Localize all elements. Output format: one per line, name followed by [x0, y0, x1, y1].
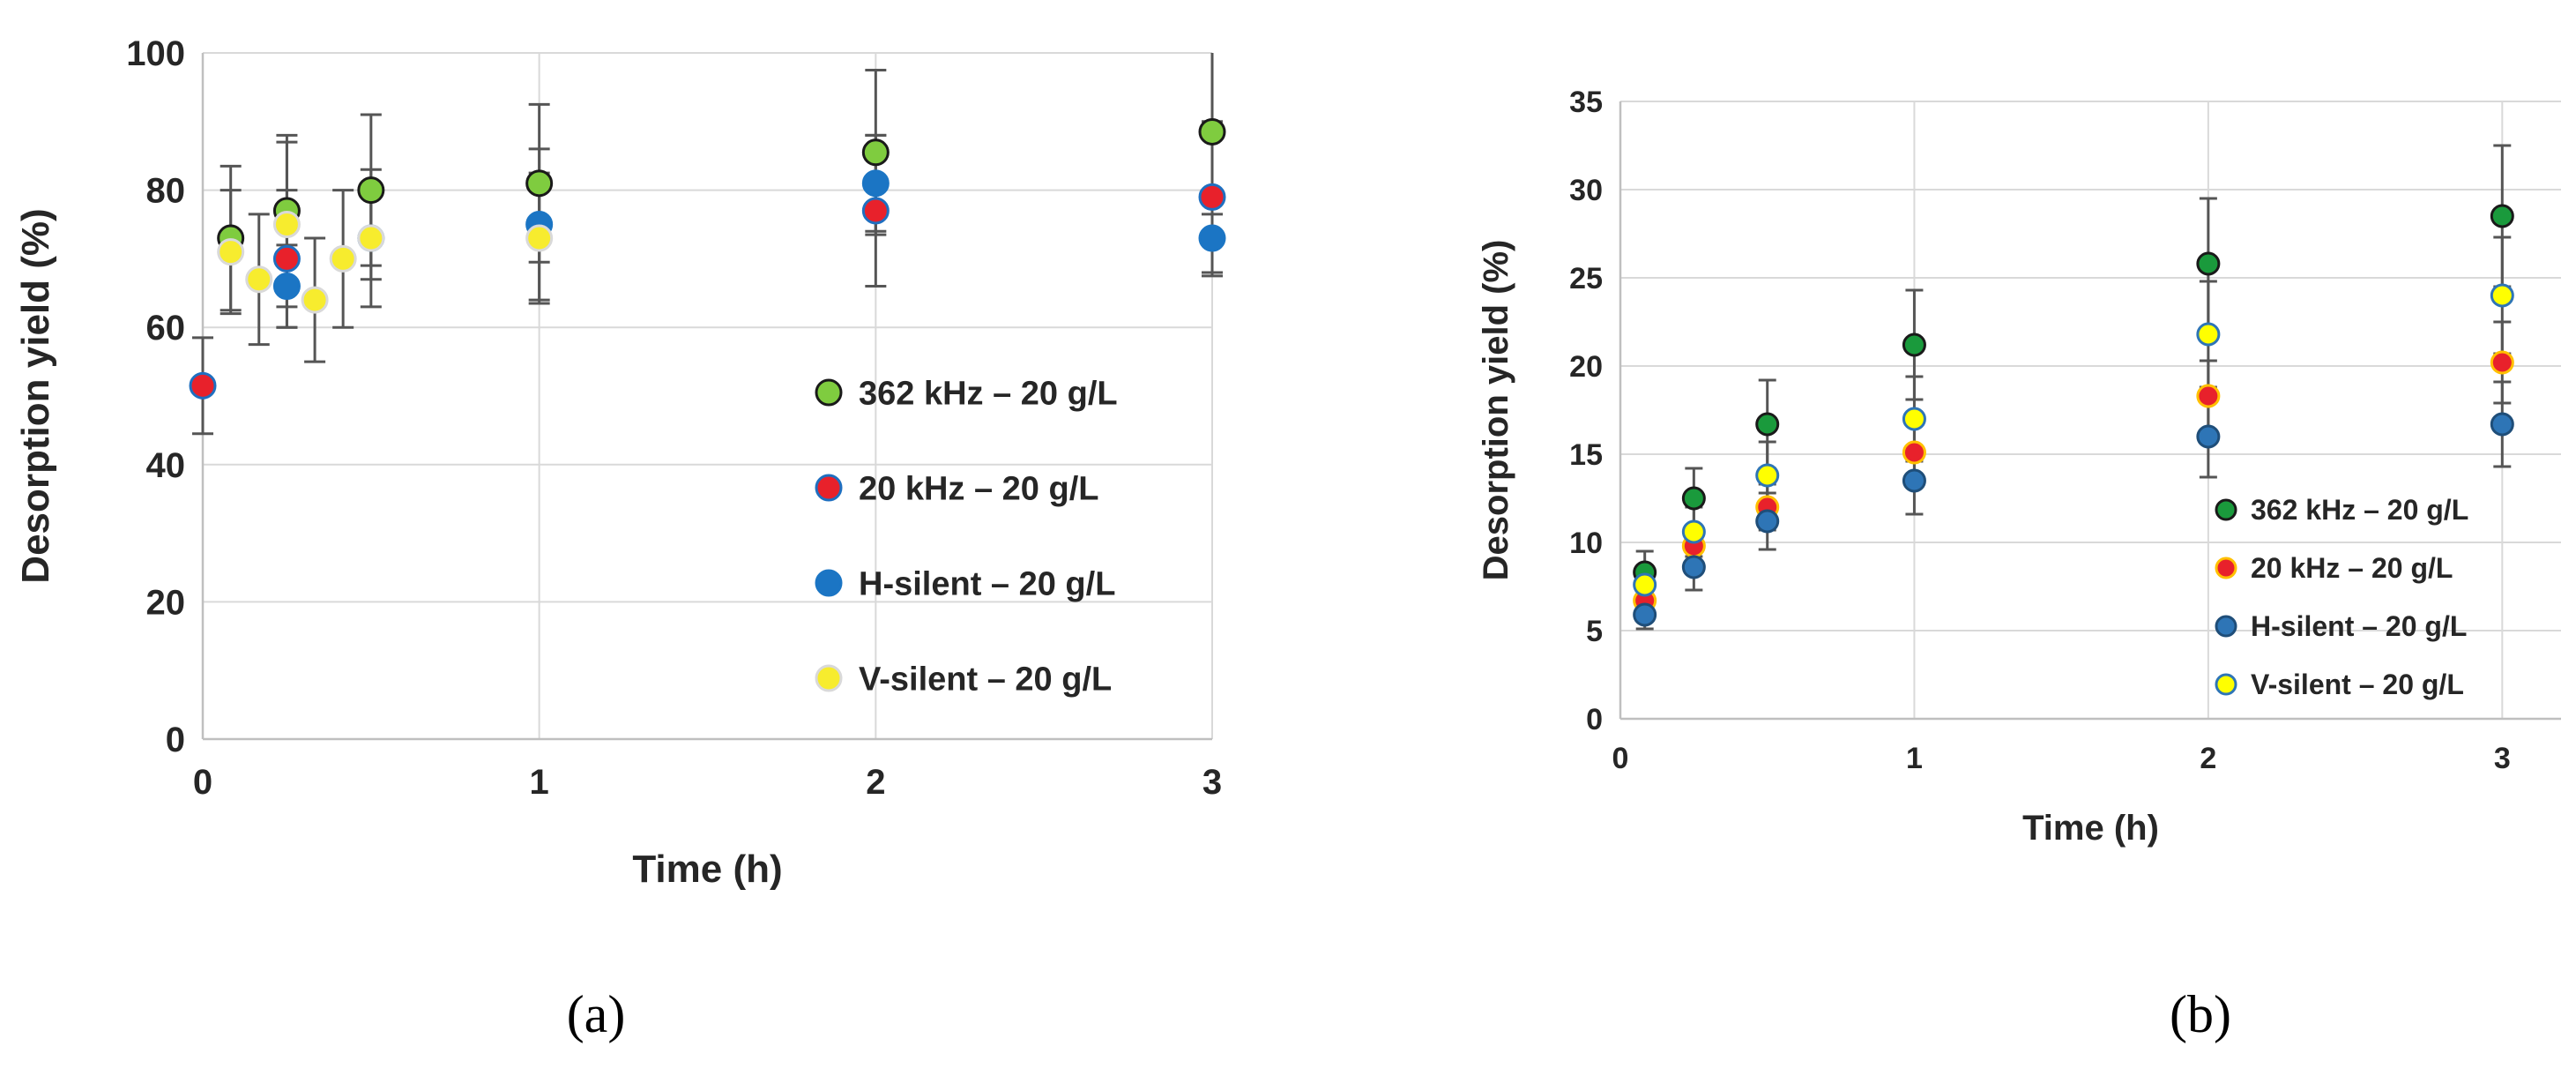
y-tick-label-25: 25: [1569, 262, 1603, 295]
data-point-s2-p4: [2196, 424, 2221, 449]
data-point-s2-p4: [1198, 224, 1226, 252]
data-point-s2-p1: [1681, 555, 1706, 579]
legend-marker-3: [2215, 673, 2237, 696]
data-point-s1-p4: [2196, 384, 2221, 408]
x-tick-label-0: 0: [193, 763, 212, 802]
data-point-s2-p5: [2490, 412, 2514, 437]
data-point-s3-p5: [2490, 283, 2514, 308]
y-tick-label-40: 40: [146, 446, 186, 485]
y-tick-label-20: 20: [146, 583, 186, 622]
caption-a: (a): [567, 985, 626, 1043]
y-tick-label-100: 100: [126, 34, 185, 73]
y-tick-label-35: 35: [1569, 86, 1603, 119]
data-point-s0-p2: [1755, 412, 1780, 437]
x-tick-label-1: 1: [530, 763, 549, 802]
y-tick-label-0: 0: [166, 721, 185, 759]
y-tick-label-60: 60: [146, 309, 186, 347]
chart-panel-b: 0 5 10 15 20 25 30 35 0 1 2 3 Time (h) Desorption yie…: [1477, 86, 2561, 848]
legend-marker-0: [2215, 498, 2237, 521]
x-axis-label: Time (h): [632, 848, 782, 891]
x-tick-label-1: 1: [1906, 742, 1923, 775]
y-tick-label-80: 80: [146, 172, 186, 211]
y-axis-label: Desorption yield (%): [1477, 240, 1515, 581]
legend-marker-2: [2215, 615, 2237, 638]
legend-label-1: 20 kHz – 20 g/L: [2251, 552, 2453, 584]
data-point-s0-p3: [1902, 333, 1926, 357]
data-point-s3-p5: [357, 224, 385, 252]
data-point-s2-p0: [1633, 602, 1657, 627]
data-point-s3-p2: [272, 211, 301, 238]
legend-label-3: V-silent – 20 g/L: [2251, 669, 2464, 700]
data-point-s2-p3: [861, 169, 890, 198]
data-point-s1-p3: [1198, 183, 1226, 211]
legend-marker-1: [815, 474, 843, 502]
data-point-s0-p5: [1198, 117, 1226, 146]
legend-marker-1: [2215, 557, 2237, 579]
data-point-s3-p0: [1633, 572, 1657, 597]
legend-label-0: 362 kHz – 20 g/L: [2251, 494, 2468, 526]
x-tick-label-2: 2: [2200, 742, 2216, 775]
data-point-s3-p4: [2196, 322, 2221, 347]
y-tick-label-0: 0: [1586, 703, 1603, 736]
legend-marker-2: [815, 569, 843, 597]
y-tick-label-30: 30: [1569, 174, 1603, 207]
data-point-s0-p3: [525, 169, 554, 198]
legend-label-1: 20 kHz – 20 g/L: [859, 470, 1098, 507]
data-point-s2-p2: [1755, 509, 1780, 534]
data-point-s1-p0: [189, 371, 217, 400]
legend-marker-0: [815, 378, 843, 407]
y-tick-label-15: 15: [1569, 438, 1603, 472]
data-point-s3-p1: [1681, 519, 1706, 544]
data-point-s2-p3: [1902, 468, 1926, 493]
data-point-s3-p4: [329, 244, 357, 273]
data-point-s1-p1: [272, 244, 301, 273]
data-point-s0-p4: [861, 138, 890, 167]
y-tick-label-20: 20: [1569, 350, 1603, 384]
y-axis-label: Desorption yield (%): [14, 208, 57, 583]
data-point-s3-p6: [525, 224, 554, 252]
data-point-s0-p2: [357, 176, 385, 205]
x-tick-label-3: 3: [2494, 742, 2511, 775]
x-tick-label-3: 3: [1202, 763, 1222, 802]
data-point-s0-p1: [1681, 486, 1706, 511]
chart-panel-a: 0 20 40 60 80 100 0 1 2 3 Time (h) Desorption yield…: [14, 34, 1226, 891]
x-tick-label-2: 2: [866, 763, 885, 802]
data-point-s1-p3: [1902, 440, 1926, 465]
data-point-s1-p2: [861, 197, 890, 225]
legend-label-2: H-silent – 20 g/L: [2251, 610, 2467, 642]
legend-label-3: V-silent – 20 g/L: [859, 661, 1112, 698]
data-point-s2-p0: [272, 273, 301, 301]
legend-label-2: H-silent – 20 g/L: [859, 565, 1115, 602]
caption-b: (b): [2170, 985, 2231, 1043]
data-point-s3-p1: [245, 265, 273, 294]
legend-marker-3: [815, 664, 843, 692]
data-point-s3-p3: [1902, 407, 1926, 431]
data-point-s3-p2: [1755, 463, 1780, 488]
y-tick-label-5: 5: [1586, 615, 1603, 648]
legend-label-0: 362 kHz – 20 g/L: [859, 375, 1118, 412]
data-point-s3-p3: [301, 286, 329, 314]
data-point-s0-p5: [2490, 204, 2514, 228]
data-point-s1-p5: [2490, 350, 2514, 375]
data-point-s0-p4: [2196, 251, 2221, 276]
x-axis-label: Time (h): [2022, 809, 2159, 848]
data-point-s3-p0: [217, 238, 245, 266]
y-tick-label-10: 10: [1569, 527, 1603, 560]
x-tick-label-0: 0: [1612, 742, 1629, 775]
